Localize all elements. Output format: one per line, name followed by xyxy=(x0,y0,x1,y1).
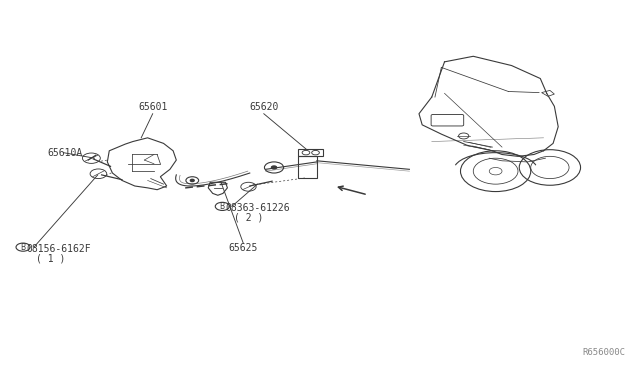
Text: 65610A: 65610A xyxy=(47,148,83,158)
Text: 65625: 65625 xyxy=(228,243,258,253)
Circle shape xyxy=(271,166,276,169)
Text: 65601: 65601 xyxy=(138,102,168,112)
Text: ( 2 ): ( 2 ) xyxy=(234,212,263,222)
Bar xyxy=(298,155,317,178)
Text: B: B xyxy=(20,243,26,251)
Bar xyxy=(298,149,323,156)
Text: 08363-61226: 08363-61226 xyxy=(225,203,290,213)
Circle shape xyxy=(190,179,194,182)
Text: R656000C: R656000C xyxy=(582,348,625,357)
Text: 65620: 65620 xyxy=(249,102,278,112)
Text: 08156-6162F: 08156-6162F xyxy=(26,244,91,254)
Text: ( 1 ): ( 1 ) xyxy=(36,253,65,263)
Text: B: B xyxy=(220,202,225,211)
